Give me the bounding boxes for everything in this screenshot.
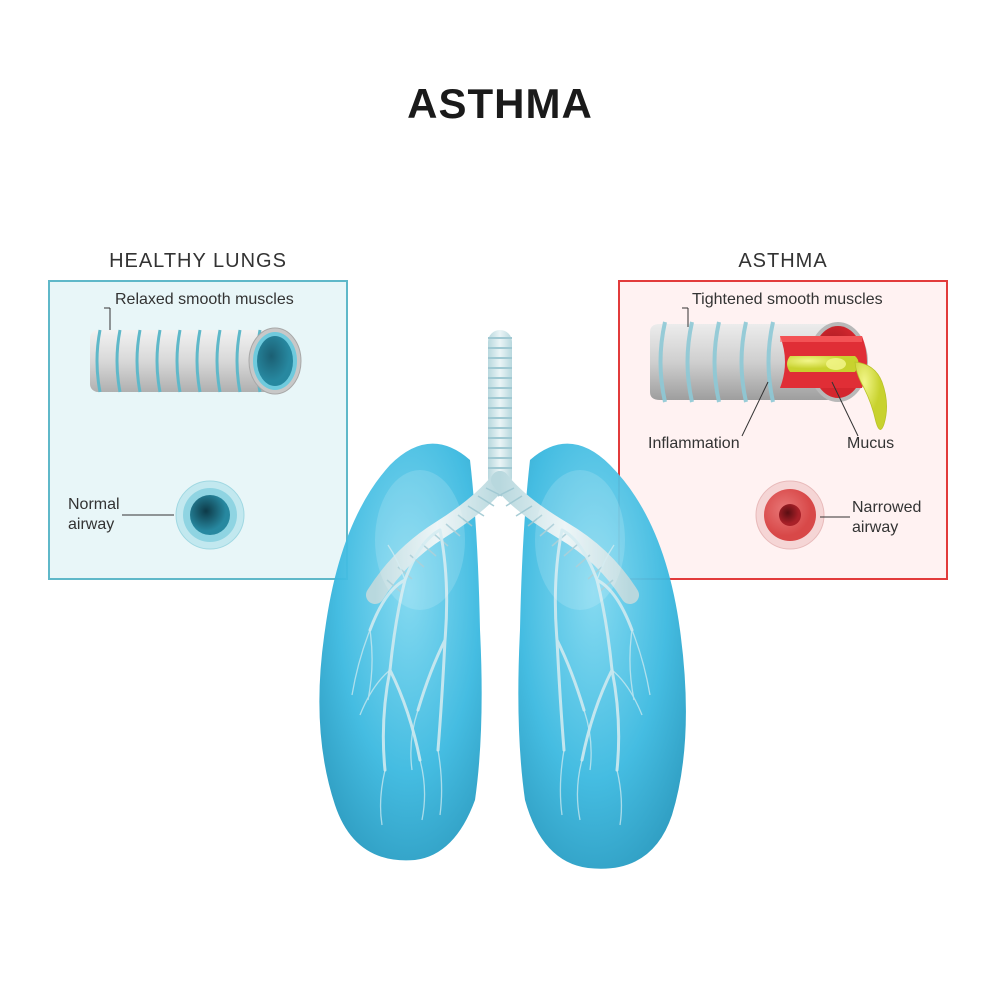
asthma-panel-title: ASTHMA	[620, 250, 946, 273]
leader-inflammation	[740, 378, 780, 438]
healthy-cross-section	[170, 475, 250, 555]
label-normal-airway: Normalairway	[68, 495, 120, 535]
leader-narrowed	[820, 512, 852, 524]
lungs-illustration	[280, 330, 720, 890]
asthma-cross-section	[750, 475, 830, 555]
leader-normal-airway	[122, 510, 182, 530]
diagram-title: ASTHMA	[0, 80, 1000, 128]
label-narrowed-airway: Narrowedairway	[852, 498, 921, 538]
label-tightened-muscles: Tightened smooth muscles	[692, 291, 883, 309]
leader-relaxed	[100, 305, 180, 340]
leader-mucus	[828, 380, 868, 438]
healthy-panel-title: HEALTHY LUNGS	[50, 250, 346, 273]
